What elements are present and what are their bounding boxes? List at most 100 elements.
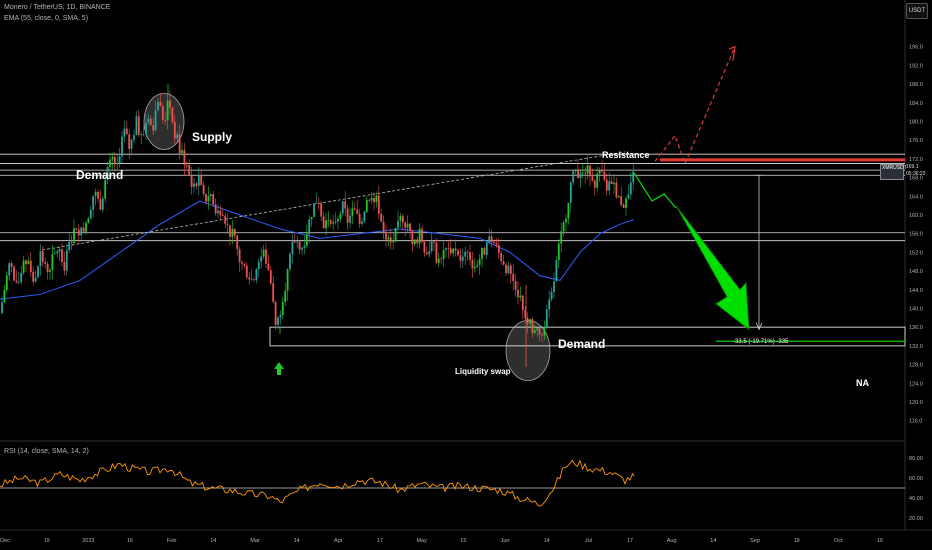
candle-body: [521, 295, 524, 311]
candle-body: [617, 196, 620, 198]
candle-body: [385, 232, 387, 240]
ema-line: [0, 200, 635, 300]
candle-body: [517, 289, 519, 298]
candle-body: [140, 134, 143, 136]
candle-body: [161, 106, 164, 121]
price-tick-label: 192.0: [909, 63, 923, 69]
candle-body: [214, 204, 217, 214]
candle-body: [625, 198, 627, 208]
candle-body: [567, 202, 570, 219]
candle-body: [58, 249, 61, 252]
candle-body: [490, 236, 493, 242]
candle-body: [313, 203, 315, 217]
candle-body: [243, 263, 246, 266]
candle-body: [476, 264, 479, 267]
price-tick-label: 152.0: [909, 250, 923, 256]
candle-body: [430, 241, 433, 252]
time-tick-label: 16: [127, 538, 133, 544]
candle-body: [301, 247, 303, 250]
candle-body: [315, 202, 318, 204]
candle-body: [200, 174, 203, 185]
candle-body: [217, 210, 219, 214]
time-tick-label: 16: [877, 538, 883, 544]
price-tick-label: 184.0: [909, 101, 923, 107]
candle-body: [469, 252, 471, 260]
candle-body: [279, 314, 282, 318]
candle-body: [509, 265, 512, 274]
candle-body: [425, 252, 428, 255]
candle-body: [253, 279, 255, 281]
candle-body: [440, 258, 443, 260]
candle-body: [68, 242, 71, 251]
candle-body: [70, 242, 73, 243]
candle-body: [80, 227, 83, 236]
candle-body: [305, 234, 308, 246]
candle-body: [29, 260, 32, 272]
bar-countdown: 05:36:23: [906, 171, 926, 177]
candle-body: [104, 179, 107, 199]
candle-body: [229, 225, 231, 237]
candle-body: [505, 264, 507, 274]
candle-body: [224, 215, 227, 224]
candle-body: [10, 263, 13, 267]
currency-button[interactable]: USDT: [906, 3, 928, 19]
candle-body: [13, 266, 15, 281]
candle-body: [94, 191, 97, 196]
measure-label: -33.5 (-19.71%) -335: [733, 339, 789, 345]
candle-body: [63, 262, 66, 271]
symbol-legend[interactable]: Monero / TetherUS, 1D, BINANCE: [4, 4, 111, 11]
candle-body: [401, 215, 404, 223]
liquidity-circle: [505, 320, 551, 381]
candle-body: [267, 263, 270, 271]
candle-body: [593, 180, 596, 188]
candle-body: [298, 241, 301, 250]
candle-body: [442, 249, 445, 259]
candle-body: [53, 253, 56, 255]
candle-body: [137, 116, 140, 135]
time-tick-label: 18: [794, 538, 800, 544]
candle-body: [99, 199, 102, 210]
candle-body: [613, 182, 615, 185]
candle-body: [399, 215, 402, 221]
candle-body: [130, 139, 133, 149]
candle-body: [349, 215, 351, 223]
candle-body: [193, 183, 195, 187]
candle-body: [39, 251, 42, 267]
rsi-tick-label: 20.00: [909, 516, 923, 522]
time-tick-label: 14: [544, 538, 550, 544]
candle-body: [380, 213, 383, 222]
candle-body: [473, 266, 476, 269]
supply-label: Supply: [192, 130, 233, 144]
candle-body: [293, 241, 296, 243]
candle-body: [569, 182, 572, 203]
up-arrow-marker-icon: [274, 362, 284, 375]
candle-body: [116, 162, 119, 165]
candle-body: [502, 261, 505, 265]
candle-body: [197, 174, 200, 186]
candle-body: [152, 125, 155, 131]
price-tick-label: 188.0: [909, 82, 923, 88]
candle-body: [183, 150, 186, 165]
candle-body: [262, 249, 265, 257]
candle-body: [452, 248, 455, 254]
candle-body: [248, 277, 251, 280]
candle-body: [545, 309, 548, 329]
candle-body: [327, 220, 330, 222]
candle-body: [164, 120, 167, 121]
ema-legend[interactable]: EMA (55, close, 0, SMA, 5): [4, 15, 89, 22]
candle-body: [106, 166, 109, 180]
candle-body: [466, 251, 469, 253]
time-tick-label: Sep: [750, 538, 760, 544]
candle-body: [49, 270, 51, 272]
candle-body: [92, 195, 95, 210]
candle-body: [145, 122, 147, 135]
candle-body: [97, 191, 99, 200]
candle-body: [181, 150, 183, 154]
candle-body: [632, 171, 635, 183]
rsi-line: [0, 459, 635, 507]
candle-body: [581, 172, 584, 174]
candle-body: [536, 328, 539, 331]
current-price-tag: 169.1 05:36:23: [906, 164, 930, 178]
rsi-legend[interactable]: RSI (14, close, SMA, 14, 2): [4, 448, 89, 455]
